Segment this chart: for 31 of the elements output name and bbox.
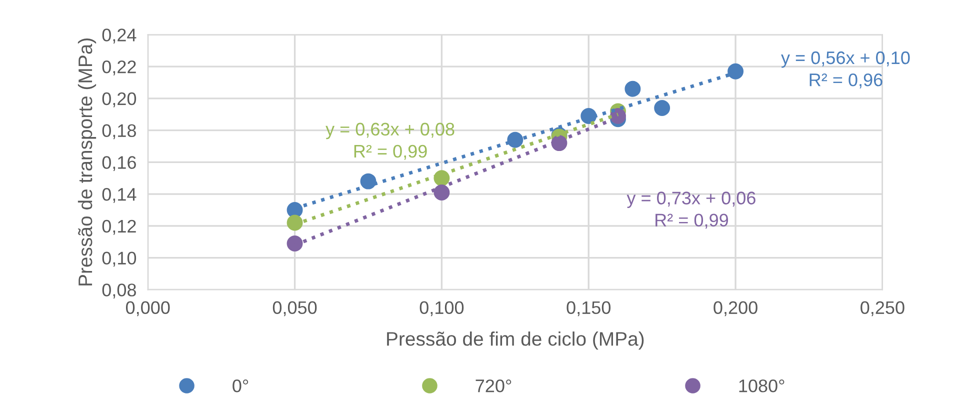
legend-label: 0° bbox=[232, 379, 248, 392]
y-tick-label: 0,24 bbox=[102, 28, 136, 44]
x-tick-label: 0,000 bbox=[126, 301, 170, 316]
y-tick-label: 0,18 bbox=[102, 124, 136, 140]
x-tick-label: 0,150 bbox=[566, 301, 611, 316]
annotation: y = 0,73x + 0,06 R² = 0,99 bbox=[626, 192, 756, 229]
annotation: y = 0,56x + 0,10 R² = 0,96 bbox=[781, 51, 910, 88]
point bbox=[624, 80, 641, 97]
y-tick-label: 0,14 bbox=[102, 188, 136, 203]
y-tick-label: 0,12 bbox=[102, 220, 136, 235]
x-tick-label: 0,100 bbox=[420, 301, 464, 316]
legend-label: 1080° bbox=[739, 379, 784, 392]
x-tick-label: 0,050 bbox=[272, 301, 317, 316]
point bbox=[507, 132, 524, 148]
point bbox=[360, 173, 376, 190]
x-tick-label: 0,250 bbox=[860, 301, 904, 316]
x-axis-title: Pressão de fim de ciclo (MPa) bbox=[387, 332, 644, 350]
annotation: y = 0,63x + 0,08 R² = 0,99 bbox=[326, 122, 454, 160]
point bbox=[286, 235, 303, 252]
legend-label: 720° bbox=[476, 379, 512, 392]
y-tick-label: 0,16 bbox=[102, 156, 136, 172]
point bbox=[654, 100, 670, 116]
y-tick-label: 0,08 bbox=[102, 284, 136, 299]
y-tick-label: 0,10 bbox=[102, 252, 136, 267]
y-tick-label: 0,22 bbox=[102, 60, 136, 76]
x-tick-label: 0,200 bbox=[714, 301, 758, 316]
point bbox=[434, 184, 450, 200]
point bbox=[286, 214, 303, 231]
point bbox=[728, 63, 744, 80]
y-axis-title: Pressão de transporte (MPa) bbox=[78, 38, 96, 286]
y-tick-label: 0,20 bbox=[102, 92, 136, 108]
